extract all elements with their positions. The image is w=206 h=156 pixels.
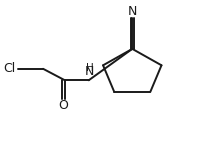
- Text: H: H: [86, 63, 94, 73]
- Text: N: N: [128, 5, 137, 18]
- Text: N: N: [85, 65, 94, 78]
- Text: O: O: [58, 99, 68, 112]
- Text: Cl: Cl: [3, 62, 15, 75]
